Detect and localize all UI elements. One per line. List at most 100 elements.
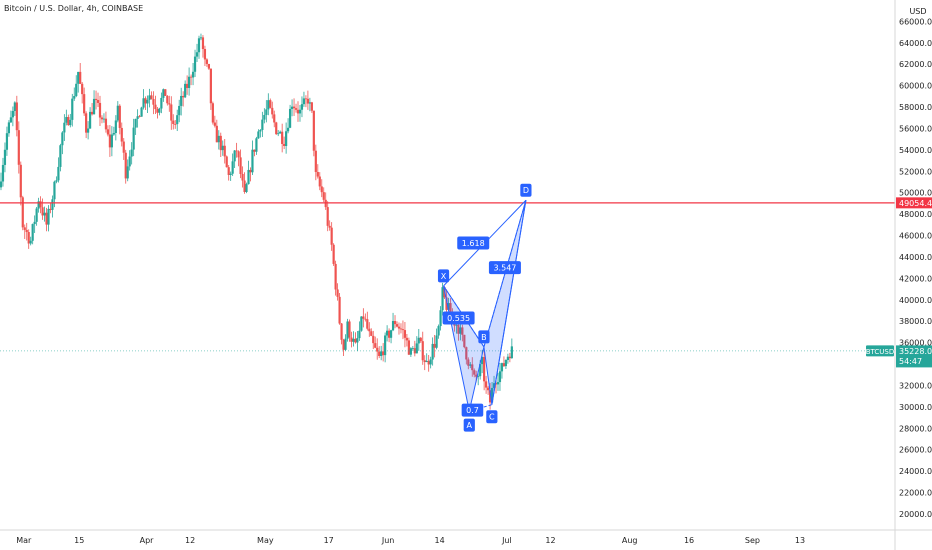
candle-body <box>358 330 361 339</box>
candle-body <box>227 167 230 175</box>
y-tick-label: 36000.00 <box>899 339 932 348</box>
candle-body <box>193 56 197 72</box>
pattern-point-x[interactable]: X <box>437 269 450 283</box>
pattern-label-text: C <box>489 413 495 422</box>
pattern-point-b[interactable]: B <box>478 330 490 344</box>
x-tick-label: Jun <box>381 536 395 545</box>
candle-body <box>340 323 343 340</box>
candle-body <box>207 63 210 69</box>
candle-body <box>94 98 98 100</box>
candle-body <box>338 296 341 324</box>
candle-body <box>320 186 323 193</box>
y-tick-label: 42000.00 <box>899 274 932 283</box>
pattern-point-d[interactable]: D <box>520 183 532 197</box>
pattern-ratio-label[interactable]: 3.547 <box>488 261 521 275</box>
candle-body <box>223 145 226 157</box>
candle-body <box>439 310 442 327</box>
candle-body <box>83 94 86 114</box>
candle-body <box>132 127 135 150</box>
candle-body <box>463 334 466 348</box>
candle-body <box>455 324 458 326</box>
candle-body <box>134 118 137 128</box>
pattern-label-text: 0.7 <box>466 406 479 415</box>
candle-body <box>75 83 78 97</box>
candle-body <box>372 335 375 344</box>
candle-body <box>225 156 228 168</box>
candle-body <box>211 103 214 123</box>
candle-body <box>203 48 207 60</box>
candle-body <box>360 316 363 331</box>
candle-body <box>506 356 509 361</box>
y-tick-label: 46000.00 <box>899 232 932 241</box>
candle-body <box>114 120 117 133</box>
candle-body <box>77 71 80 84</box>
time-axis[interactable]: Mar 15 Apr 12 May 17 Jun 14 Jul 12 Aug 16 Sep 13 <box>16 536 805 545</box>
y-tick-label: 20000.00 <box>899 510 932 519</box>
candle-body <box>348 321 351 338</box>
candle-body <box>445 297 448 310</box>
harmonic-pattern-layer[interactable]: X A B C D 0.535 0.7 1.618 3.547 <box>437 183 532 432</box>
candle-body <box>90 111 94 115</box>
pattern-point-c[interactable]: C <box>486 410 498 424</box>
candle-body <box>296 109 300 114</box>
candle-body <box>423 360 426 363</box>
pattern-ratio-label[interactable]: 1.618 <box>457 236 490 250</box>
candle-body <box>187 76 191 89</box>
candle-body <box>231 161 234 174</box>
y-tick-label: 28000.00 <box>899 424 932 433</box>
candle-body <box>191 71 195 78</box>
candle-body <box>322 192 325 200</box>
candle-body <box>98 102 102 118</box>
candle-body <box>17 130 20 165</box>
pattern-point-a[interactable]: A <box>463 418 475 432</box>
candle-body <box>415 343 418 354</box>
pattern-label-box <box>488 261 521 275</box>
candle-body <box>273 114 276 123</box>
candle-body <box>122 141 125 153</box>
candle-body <box>118 105 121 128</box>
candle-body <box>156 109 159 113</box>
candle-body <box>354 338 357 343</box>
candle-body <box>370 331 373 336</box>
price-axis[interactable]: 20000.00 22000.00 24000.00 26000.00 28000.00… <box>899 17 932 519</box>
pattern-leg-cd <box>491 200 527 405</box>
candle-body <box>431 343 434 360</box>
candle-body <box>316 171 319 177</box>
candle-body <box>21 197 24 228</box>
pattern-label-box <box>478 330 490 344</box>
candle-body <box>405 337 409 341</box>
candle-body <box>403 330 407 338</box>
candle-body <box>215 125 218 143</box>
candle-body <box>298 109 302 114</box>
candle-body <box>384 335 387 356</box>
candle-body <box>170 104 173 121</box>
pattern-label-text: D <box>523 186 529 195</box>
y-tick-label: 26000.00 <box>899 446 932 455</box>
candle-body <box>217 135 220 143</box>
pattern-label-text: 1.618 <box>462 239 485 248</box>
candle-body <box>65 117 68 123</box>
candle-body <box>391 321 395 331</box>
y-tick-label: 30000.00 <box>899 403 932 412</box>
pattern-label-box <box>457 236 490 250</box>
candle-body <box>419 337 422 342</box>
candle-body <box>140 107 143 117</box>
candle-body <box>1 164 5 182</box>
candle-body <box>154 104 157 110</box>
candle-body <box>249 169 252 173</box>
y-tick-label: 64000.00 <box>899 39 932 48</box>
pattern-ratio-label[interactable]: 0.535 <box>442 311 475 325</box>
pattern-ratio-label[interactable]: 0.7 <box>461 403 484 417</box>
candle-body <box>312 110 315 151</box>
candle-body <box>221 145 224 151</box>
candle-body <box>124 152 127 179</box>
candle-body <box>510 346 513 359</box>
candle-body <box>81 83 84 95</box>
candle-body <box>261 119 264 130</box>
x-tick-label: 13 <box>795 536 805 545</box>
candle-body <box>292 106 296 109</box>
candle-body <box>380 351 383 356</box>
candle-body <box>59 145 62 167</box>
x-tick-label: Mar <box>16 536 32 545</box>
